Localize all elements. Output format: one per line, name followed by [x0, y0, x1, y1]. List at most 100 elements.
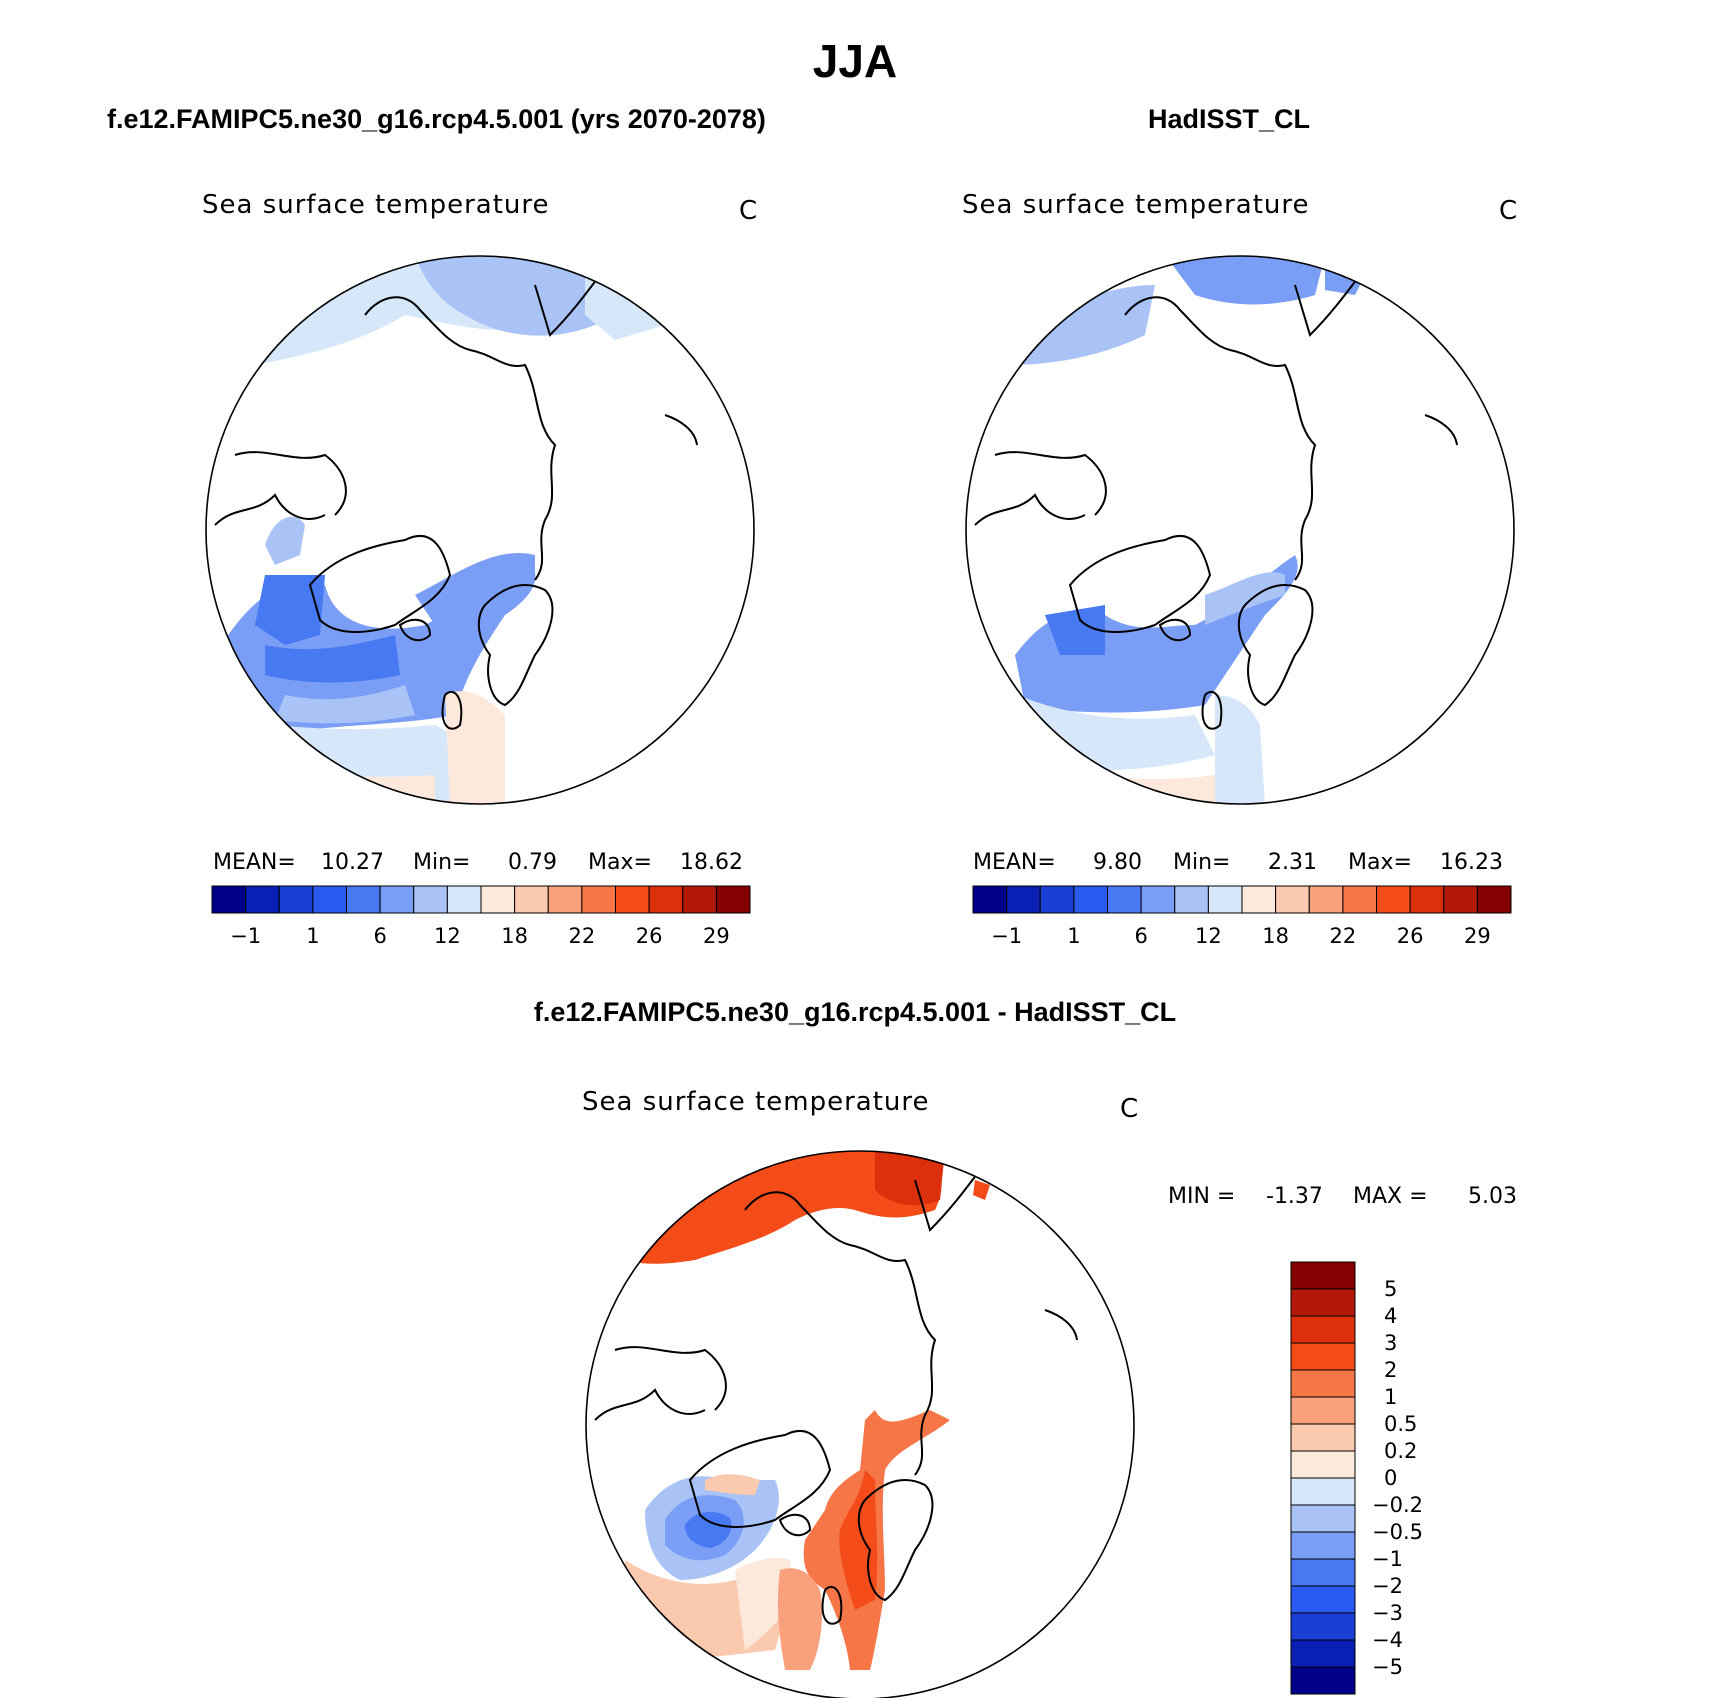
colorbar-swatch	[1290, 1585, 1356, 1614]
colorbar-swatch	[312, 885, 347, 914]
panel2-max-value: 16.23	[1440, 850, 1503, 875]
colorbar-swatch	[682, 885, 717, 914]
colorbar-tick-label: 2	[1384, 1358, 1398, 1382]
colorbar-tick-label: −0.2	[1372, 1493, 1423, 1517]
colorbar-swatch	[1039, 885, 1075, 914]
colorbar-tick-label: 1	[1067, 924, 1081, 948]
colorbar-tick-label: −1	[991, 924, 1023, 948]
colorbar-tick-label: 6	[1134, 924, 1148, 948]
colorbar-swatch	[1006, 885, 1041, 914]
colorbar-tick-label: 22	[568, 924, 596, 948]
panel2-max-label: Max=	[1348, 850, 1412, 875]
panel1-stats: MEAN= 10.27 Min= 0.79 Max= 18.62	[213, 850, 753, 876]
diff-max-label: MAX =	[1353, 1184, 1428, 1209]
panel1-variable-label: Sea surface temperature	[202, 190, 550, 220]
panel1-mean-value: 10.27	[321, 850, 384, 875]
colorbar-swatch	[1290, 1288, 1356, 1317]
colorbar-swatch	[1290, 1612, 1356, 1641]
colorbar-tick-label: −2	[1372, 1574, 1403, 1598]
panel1-max-label: Max=	[588, 850, 652, 875]
colorbar-swatch	[1443, 885, 1478, 914]
colorbar-swatch	[1290, 1261, 1356, 1290]
colorbar-swatch	[1073, 885, 1108, 914]
colorbar-tick-label: 4	[1384, 1304, 1398, 1328]
panel2-colorbar-labels: −1 1 6 12 18 22 26 29	[973, 924, 1511, 950]
panel2-min-label: Min=	[1173, 850, 1231, 875]
figure-title: JJA	[812, 35, 898, 87]
panel2-stats: MEAN= 9.80 Min= 2.31 Max= 16.23	[973, 850, 1513, 876]
panel1-map	[205, 255, 755, 805]
colorbar-tick-label: 12	[434, 924, 461, 948]
colorbar-tick-label: −4	[1372, 1628, 1403, 1652]
colorbar-tick-label: 0	[1384, 1466, 1398, 1490]
colorbar-tick-label: 0.5	[1384, 1412, 1418, 1436]
colorbar-swatch	[615, 885, 650, 914]
panel2-min-value: 2.31	[1268, 850, 1317, 875]
colorbar-swatch	[245, 885, 280, 914]
colorbar-swatch	[1241, 885, 1277, 914]
diff-min-value: -1.37	[1266, 1184, 1323, 1209]
panel2-mean-value: 9.80	[1093, 850, 1142, 875]
panel1-max-value: 18.62	[680, 850, 743, 875]
colorbar-swatch	[1290, 1558, 1356, 1587]
panel1-colorbar-labels: −1 1 6 12 18 22 26 29	[212, 924, 750, 950]
colorbar-swatch	[1140, 885, 1176, 914]
colorbar-swatch	[1342, 885, 1377, 914]
diff-map	[585, 1150, 1135, 1698]
colorbar-swatch	[1409, 885, 1445, 914]
colorbar-swatch	[1174, 885, 1209, 914]
panel1-title: f.e12.FAMIPC5.ne30_g16.rcp4.5.001 (yrs 2…	[107, 104, 766, 134]
colorbar-swatch	[346, 885, 381, 914]
colorbar-swatch	[1290, 1639, 1356, 1668]
colorbar-swatch	[1290, 1396, 1356, 1425]
colorbar-tick-label: 1	[1384, 1385, 1398, 1409]
colorbar-tick-label: 12	[1195, 924, 1222, 948]
colorbar-tick-label: 18	[501, 924, 528, 948]
colorbar-swatch	[1290, 1423, 1356, 1452]
colorbar-swatch	[1308, 885, 1344, 914]
diff-stats: MIN = -1.37 MAX = 5.03	[1168, 1184, 1528, 1210]
colorbar-swatch	[514, 885, 549, 914]
colorbar-swatch	[446, 885, 482, 914]
panel1-min-value: 0.79	[508, 850, 557, 875]
colorbar-tick-label: 3	[1384, 1331, 1398, 1355]
colorbar-swatch	[972, 885, 1008, 914]
colorbar-tick-label: 29	[1464, 924, 1491, 948]
colorbar-swatch	[1290, 1450, 1356, 1479]
colorbar-tick-label: 0.2	[1384, 1439, 1418, 1463]
colorbar-swatch	[413, 885, 448, 914]
colorbar-swatch	[1207, 885, 1243, 914]
panel1-mean-label: MEAN=	[213, 850, 296, 875]
colorbar-swatch	[1107, 885, 1142, 914]
colorbar-tick-label: −5	[1372, 1655, 1403, 1679]
colorbar-swatch	[1376, 885, 1411, 914]
colorbar-tick-label: 22	[1329, 924, 1357, 948]
colorbar-tick-label: 26	[1396, 924, 1424, 948]
diff-panel-title: f.e12.FAMIPC5.ne30_g16.rcp4.5.001 - HadI…	[533, 997, 1177, 1027]
diff-units-label: C	[1120, 1094, 1139, 1124]
colorbar-swatch	[278, 885, 314, 914]
panel2-units-label: C	[1499, 196, 1518, 226]
colorbar-swatch	[1290, 1369, 1356, 1398]
colorbar-tick-label: 1	[306, 924, 320, 948]
panel1-min-label: Min=	[413, 850, 471, 875]
panel1-colorbar	[211, 885, 751, 914]
diff-min-label: MIN =	[1168, 1184, 1236, 1209]
colorbar-tick-label: −3	[1372, 1601, 1403, 1625]
colorbar-swatch	[715, 885, 751, 914]
panel2-mean-label: MEAN=	[973, 850, 1056, 875]
colorbar-swatch	[1476, 885, 1512, 914]
colorbar-swatch	[547, 885, 583, 914]
colorbar-tick-label: 18	[1262, 924, 1289, 948]
panel1-units-label: C	[739, 196, 758, 226]
panel2-title: HadISST_CL	[1148, 104, 1311, 134]
colorbar-swatch	[1290, 1477, 1356, 1506]
colorbar-tick-label: 26	[635, 924, 663, 948]
colorbar-swatch	[379, 885, 415, 914]
diff-colorbar	[1290, 1261, 1356, 1695]
panel2-colorbar	[972, 885, 1512, 914]
colorbar-swatch	[1290, 1531, 1356, 1560]
colorbar-swatch	[581, 885, 616, 914]
colorbar-tick-label: −0.5	[1372, 1520, 1423, 1544]
colorbar-swatch	[648, 885, 684, 914]
